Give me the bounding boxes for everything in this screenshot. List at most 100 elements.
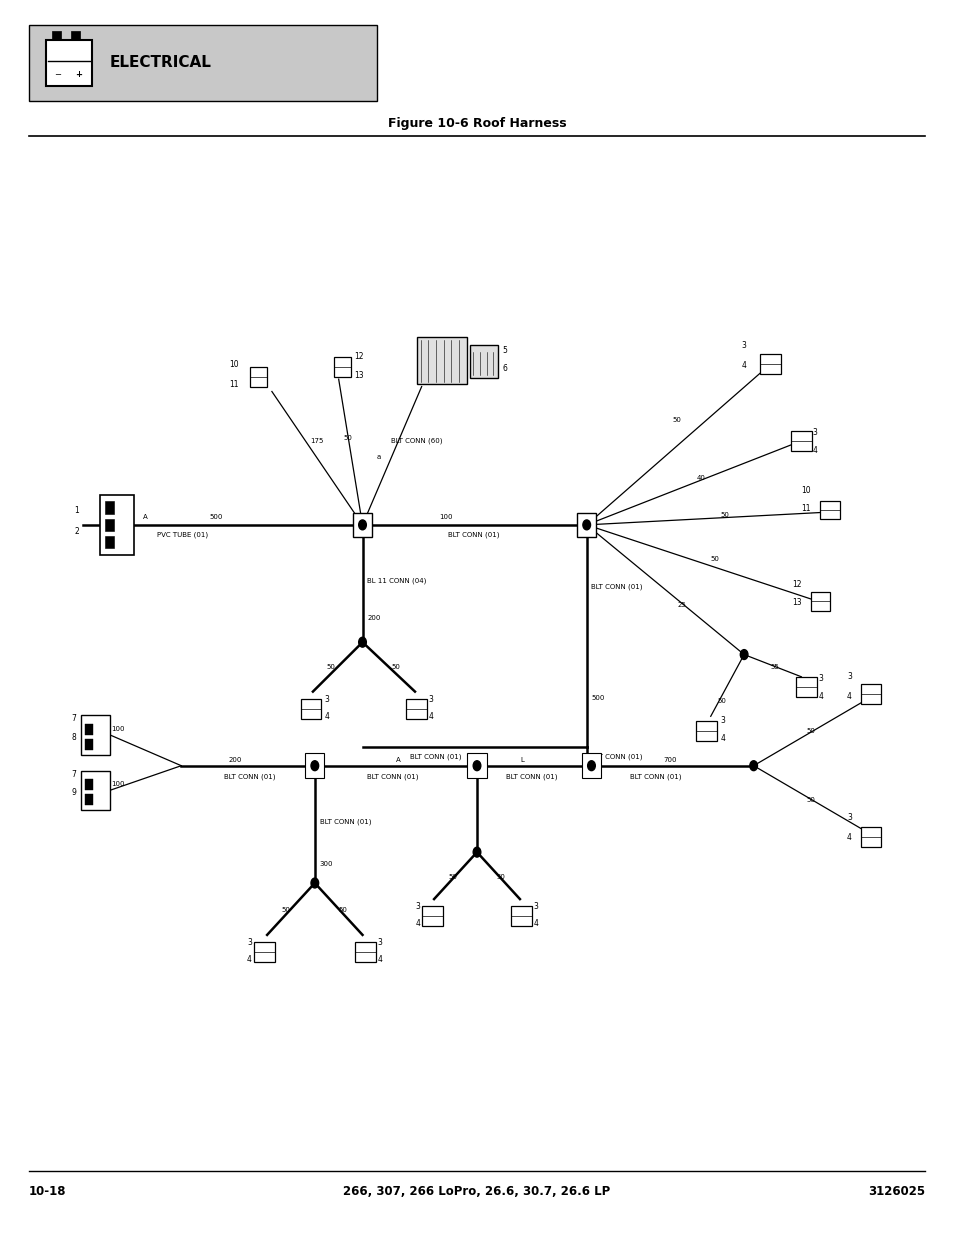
- Bar: [860, 684, 881, 704]
- Text: 4: 4: [324, 711, 329, 721]
- Text: 50: 50: [717, 699, 725, 704]
- Text: 4: 4: [247, 955, 252, 965]
- Text: 4: 4: [846, 832, 851, 842]
- Text: PVC TUBE (01): PVC TUBE (01): [157, 531, 209, 538]
- Text: 3: 3: [377, 937, 382, 947]
- Bar: [46, 40, 91, 86]
- Bar: [105, 536, 114, 548]
- Text: BLT CONN (01): BLT CONN (01): [629, 773, 680, 781]
- Text: 4: 4: [740, 361, 745, 370]
- Text: ELECTRICAL: ELECTRICAL: [110, 56, 212, 70]
- Bar: [85, 794, 92, 805]
- Bar: [250, 367, 267, 387]
- Bar: [85, 779, 92, 790]
- Bar: [29, 25, 376, 101]
- Bar: [406, 699, 427, 719]
- Circle shape: [358, 637, 366, 647]
- Text: 4: 4: [812, 446, 817, 456]
- Text: BLT CONN (01): BLT CONN (01): [410, 753, 461, 761]
- Text: L: L: [519, 757, 523, 762]
- Text: 3126025: 3126025: [867, 1186, 924, 1198]
- Bar: [810, 593, 829, 611]
- Circle shape: [311, 878, 318, 888]
- Text: a: a: [376, 454, 380, 459]
- Text: 3: 3: [818, 673, 822, 683]
- Circle shape: [358, 520, 366, 530]
- Text: 10: 10: [801, 485, 810, 495]
- Text: 300: 300: [319, 862, 333, 867]
- Text: 9: 9: [71, 788, 76, 798]
- Text: 50: 50: [448, 874, 456, 879]
- Text: 50: 50: [281, 908, 290, 913]
- Bar: [795, 677, 816, 697]
- Bar: [760, 354, 781, 374]
- Bar: [81, 715, 110, 755]
- Text: 3: 3: [846, 813, 851, 823]
- Text: BL 11 CONN (04): BL 11 CONN (04): [367, 577, 426, 584]
- Text: BLT CONN (01): BLT CONN (01): [448, 531, 499, 538]
- Circle shape: [311, 761, 318, 771]
- Bar: [577, 513, 596, 537]
- Circle shape: [473, 761, 480, 771]
- Circle shape: [582, 520, 590, 530]
- Text: BLT CONN (01): BLT CONN (01): [367, 773, 418, 781]
- Text: 11: 11: [229, 379, 238, 389]
- Text: 3: 3: [720, 715, 724, 725]
- Bar: [860, 827, 881, 847]
- Text: 1: 1: [74, 505, 79, 515]
- Text: BLT CONN (01): BLT CONN (01): [591, 753, 642, 760]
- Text: 10: 10: [229, 359, 238, 369]
- Text: 3: 3: [324, 694, 329, 704]
- Text: 3: 3: [740, 341, 745, 351]
- Text: 5: 5: [502, 346, 507, 356]
- Bar: [581, 753, 600, 778]
- Text: 100: 100: [438, 515, 452, 520]
- Bar: [416, 337, 466, 384]
- Text: 3: 3: [533, 902, 537, 911]
- Text: 4: 4: [428, 711, 433, 721]
- Bar: [421, 906, 442, 926]
- Bar: [71, 31, 80, 40]
- Text: 12: 12: [791, 579, 801, 589]
- Text: 3: 3: [846, 672, 851, 682]
- Circle shape: [740, 650, 747, 659]
- Text: 200: 200: [367, 615, 380, 620]
- Bar: [81, 771, 110, 810]
- Bar: [355, 942, 375, 962]
- Bar: [790, 431, 811, 451]
- Bar: [511, 906, 532, 926]
- Text: 4: 4: [533, 919, 537, 929]
- Text: 50: 50: [338, 908, 347, 913]
- Text: 4: 4: [818, 692, 822, 701]
- Text: 50: 50: [496, 874, 504, 879]
- Bar: [85, 739, 92, 750]
- Text: 50: 50: [720, 513, 728, 517]
- Text: A: A: [395, 757, 400, 762]
- Text: BLT CONN (01): BLT CONN (01): [224, 773, 275, 781]
- Text: 500: 500: [591, 695, 604, 700]
- Text: 175: 175: [310, 438, 323, 443]
- Text: −: −: [53, 70, 61, 79]
- Text: 4: 4: [720, 734, 724, 743]
- Text: 50: 50: [391, 664, 399, 669]
- Text: 100: 100: [112, 726, 125, 731]
- Bar: [305, 753, 324, 778]
- Text: 2: 2: [74, 526, 79, 536]
- Bar: [105, 519, 114, 531]
- Text: 8: 8: [71, 732, 76, 742]
- Text: 4: 4: [846, 692, 851, 701]
- Text: 7: 7: [71, 769, 76, 779]
- Text: 3: 3: [812, 427, 817, 437]
- Text: 200: 200: [229, 757, 242, 762]
- Bar: [105, 501, 114, 514]
- Text: 266, 307, 266 LoPro, 26.6, 30.7, 26.6 LP: 266, 307, 266 LoPro, 26.6, 30.7, 26.6 LP: [343, 1186, 610, 1198]
- Bar: [353, 513, 372, 537]
- Text: 50: 50: [343, 436, 352, 441]
- Text: 50: 50: [805, 729, 814, 734]
- Circle shape: [473, 847, 480, 857]
- Text: 4: 4: [416, 919, 420, 929]
- Bar: [85, 724, 92, 735]
- Bar: [470, 345, 497, 378]
- Text: 4: 4: [377, 955, 382, 965]
- Bar: [820, 501, 839, 519]
